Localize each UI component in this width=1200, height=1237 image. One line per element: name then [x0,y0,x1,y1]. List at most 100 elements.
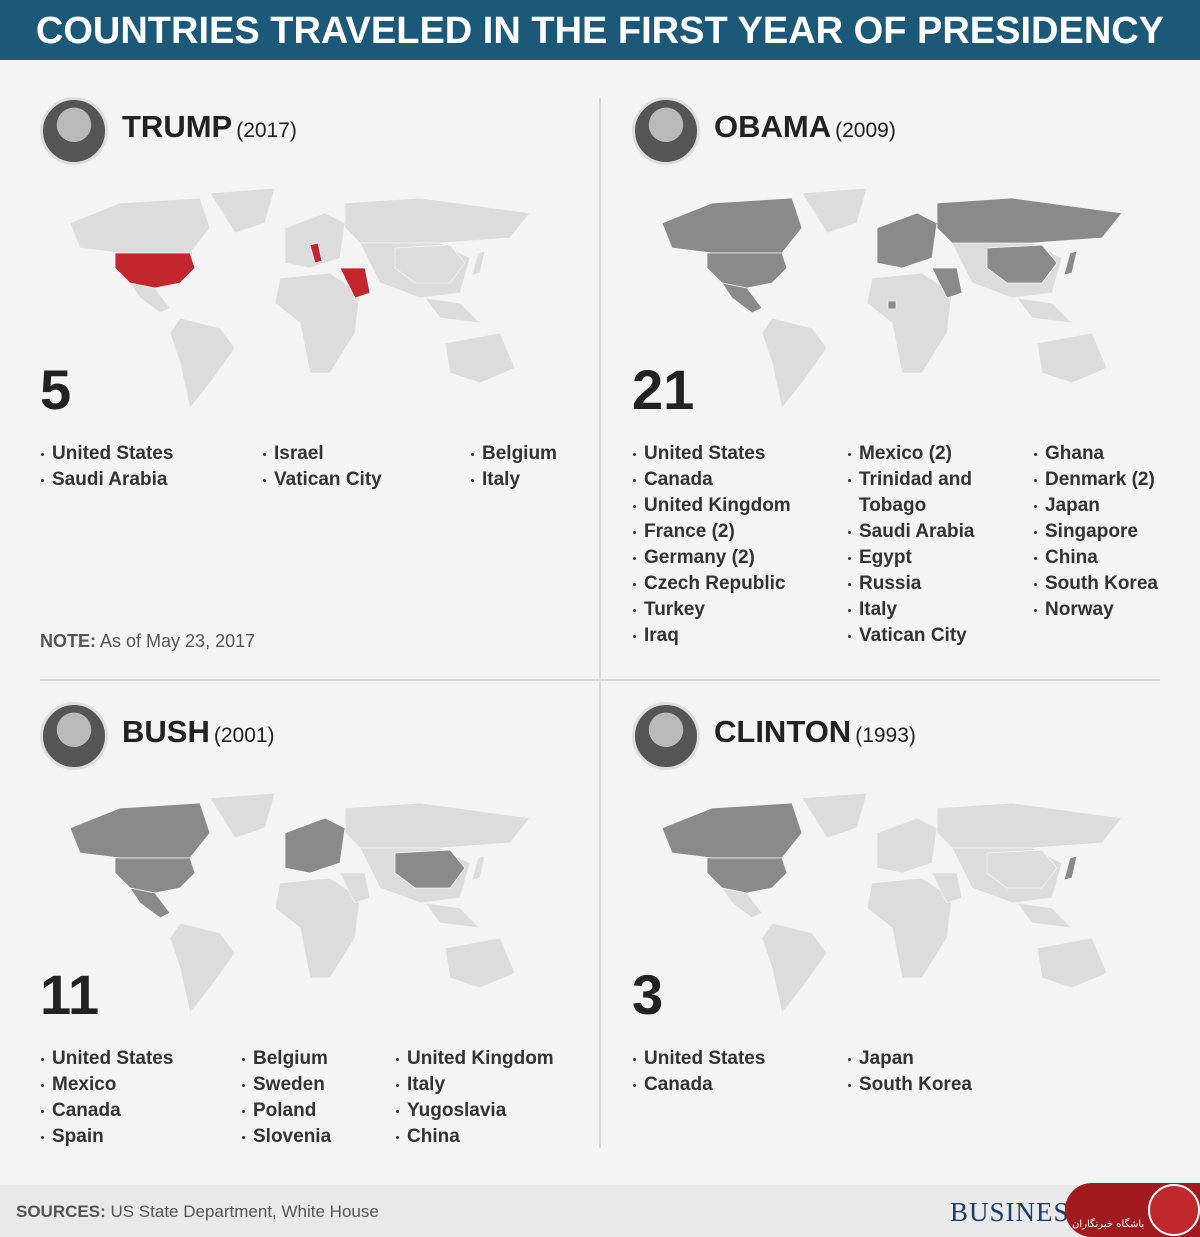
country: Canada [632,1072,817,1098]
country-name: Mexico [52,1074,117,1095]
country-name: Vatican City [274,469,382,490]
country: Italy [847,597,1032,623]
bullet [41,1058,44,1061]
bullet [263,453,266,456]
country-column: United States Canada [632,1046,817,1098]
bullet [633,609,636,612]
country-name: United States [644,1048,766,1069]
country: Japan [1033,493,1200,519]
bullet [633,531,636,534]
bullet [1034,453,1037,456]
country-name: Denmark (2) [1045,469,1155,490]
country-name: Turkey [644,599,705,620]
sources-text: US State Department, White House [110,1202,379,1221]
country: Mexico [40,1072,225,1098]
country-name: United Kingdom [644,495,791,516]
bullet [396,1084,399,1087]
name: CLINTON [714,714,852,749]
region [444,937,516,989]
note-text: As of May 23, 2017 [100,631,256,651]
bullet [396,1136,399,1139]
country: Vatican City [847,623,1032,649]
bullet [848,635,851,638]
bullet [471,479,474,482]
region [721,887,763,919]
country: United States [632,1046,817,1072]
country-name: Sweden [253,1074,325,1095]
bullet [41,1110,44,1113]
name: OBAMA [714,109,832,144]
country-name: United Kingdom [407,1048,554,1069]
country: Denmark (2) [1033,467,1200,493]
bullet [396,1058,399,1061]
bullet [242,1136,245,1139]
country-name: United States [644,443,766,464]
bullet [848,557,851,560]
bullet [1034,479,1037,482]
country-column: Belgium Sweden Poland Slovenia [241,1046,426,1150]
country-name: Trinidad and Tobago [859,469,972,516]
country: Germany (2) [632,545,817,571]
president-name: BUSH (2001) [122,714,275,750]
country-name: Iraq [644,625,679,646]
region [1016,297,1073,324]
region [444,332,516,384]
region [1036,332,1108,384]
bullet [41,479,44,482]
region [887,300,897,310]
bullet [848,479,851,482]
year: (1993) [855,724,916,747]
country-name: South Korea [1045,573,1158,594]
country: Turkey [632,597,817,623]
bullet [41,453,44,456]
bullet [242,1084,245,1087]
country: Egypt [847,545,1032,571]
region [274,877,361,979]
bullet [263,479,266,482]
region [1063,855,1078,881]
country-name: Japan [859,1048,914,1069]
watermark: باشگاه خبرنگاران [1072,1219,1145,1230]
country-column: Japan South Korea [847,1046,1032,1098]
region [471,250,486,276]
region [344,197,531,244]
country-name: Slovenia [253,1126,332,1147]
country-name: France (2) [644,521,735,542]
president-name: CLINTON (1993) [714,714,916,750]
country: Norway [1033,597,1200,623]
bullet [396,1110,399,1113]
region [129,282,171,314]
region [936,802,1123,849]
bullet [633,557,636,560]
country-name: United States [52,443,174,464]
bullet [1034,557,1037,560]
country: Canada [40,1098,225,1124]
name: BUSH [122,714,210,749]
country: South Korea [847,1072,1032,1098]
country-name: Norway [1045,599,1114,620]
sources-label: SOURCES: [16,1202,106,1221]
country-name: Israel [274,443,324,464]
country-column: Ghana Denmark (2) Japan Singapore China South… [1033,441,1200,623]
country-name: Italy [407,1074,446,1095]
panel: OBAMA (2009) 21 United States Canada United K… [632,95,1172,665]
country: Ghana [1033,441,1200,467]
country: Japan [847,1046,1032,1072]
bullet [471,453,474,456]
country-name: Spain [52,1126,104,1147]
region [169,922,236,1014]
country-name: Belgium [253,1048,328,1069]
country: Italy [395,1072,580,1098]
country: Vatican City [262,467,447,493]
country-name: Japan [1045,495,1100,516]
country-count: 21 [632,358,695,421]
country-name: Singapore [1045,521,1138,542]
bullet [848,453,851,456]
country: Belgium [470,441,655,467]
world-map [69,187,531,409]
country: Saudi Arabia [847,519,1032,545]
country: Israel [262,441,447,467]
region [801,187,868,234]
region [424,297,481,324]
